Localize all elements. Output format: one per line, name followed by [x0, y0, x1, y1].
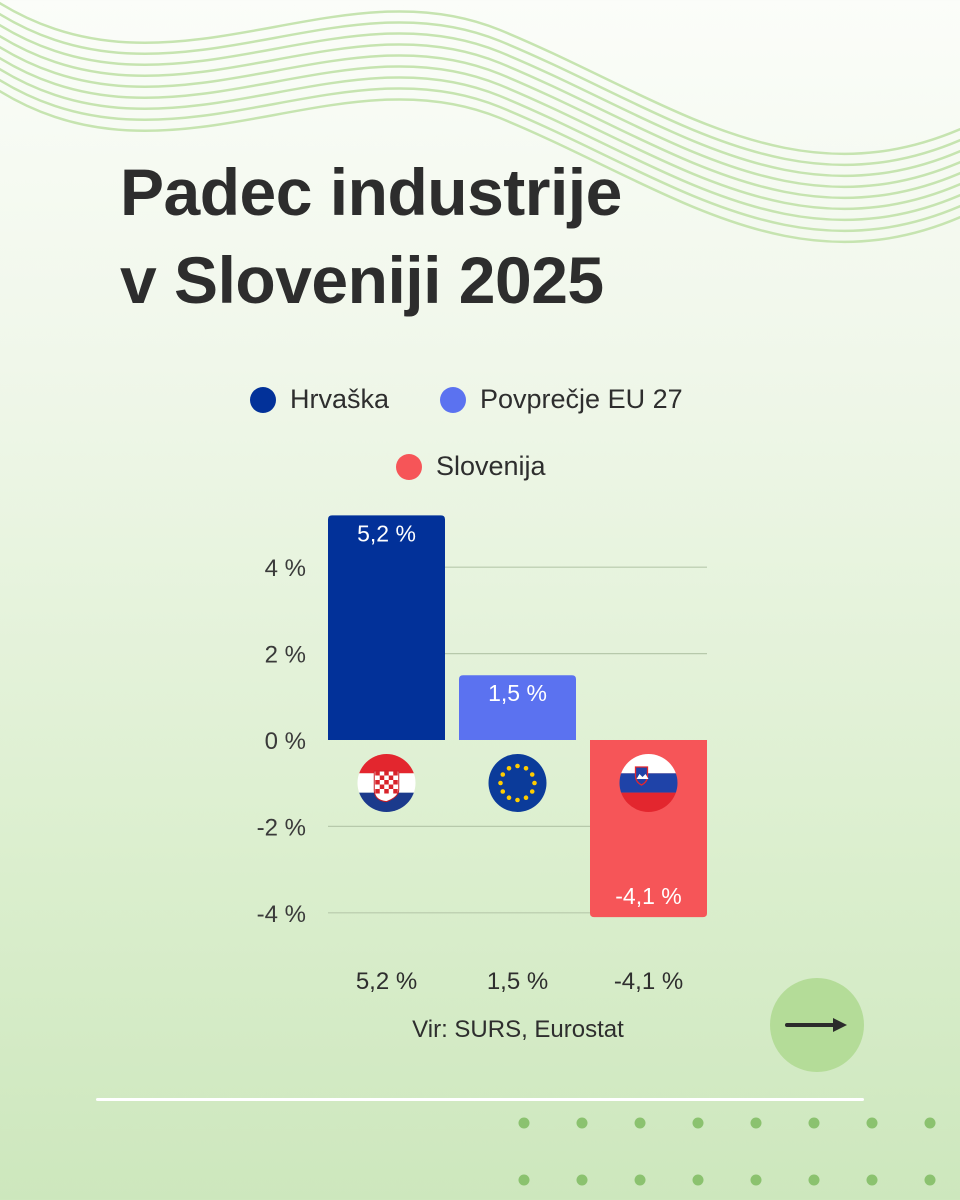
legend-dot [396, 453, 422, 480]
title-line-2: v Sloveniji 2025 [120, 243, 604, 317]
legend-dot [250, 386, 276, 413]
title-line-1: Padec industrije [120, 155, 622, 229]
legend-label: Slovenija [436, 451, 546, 481]
y-tick-label: 2 % [265, 642, 306, 669]
page-title: Padec industrije v Sloveniji 2025 [120, 148, 622, 324]
bar-data-label: 1,5 % [488, 680, 547, 706]
legend-item-hrvaska: Hrvaška [250, 384, 389, 415]
x-tick-label: 5,2 % [356, 968, 417, 995]
decorative-dots [518, 1117, 936, 1186]
decorative-waves [0, 1, 960, 243]
y-tick-label: 4 % [265, 555, 306, 582]
bar [459, 675, 576, 740]
slovenia-flag [619, 754, 678, 812]
x-tick-label: 1,5 % [487, 968, 548, 995]
legend-item-eu27: Povprečje EU 27 [440, 384, 683, 415]
bar-data-label: 5,2 % [357, 520, 416, 546]
bar [328, 515, 445, 740]
legend-label: Hrvaška [290, 384, 390, 414]
next-button[interactable] [770, 978, 864, 1072]
arrow-right-icon [785, 1018, 847, 1032]
divider [96, 1098, 864, 1101]
y-tick-label: 0 % [265, 728, 306, 755]
source-note: Vir: SURS, Eurostat [412, 1016, 624, 1043]
eu-flag [488, 754, 547, 812]
y-tick-label: -4 % [257, 901, 306, 928]
legend-item-slovenija: Slovenija [396, 451, 546, 482]
bar [590, 740, 707, 918]
bar-data-label: -4,1 % [615, 883, 681, 909]
croatia-flag [357, 754, 416, 812]
legend-dot [440, 386, 466, 413]
x-tick-label: -4,1 % [614, 968, 683, 995]
y-tick-label: -2 % [257, 814, 306, 841]
legend-label: Povprečje EU 27 [480, 384, 683, 414]
